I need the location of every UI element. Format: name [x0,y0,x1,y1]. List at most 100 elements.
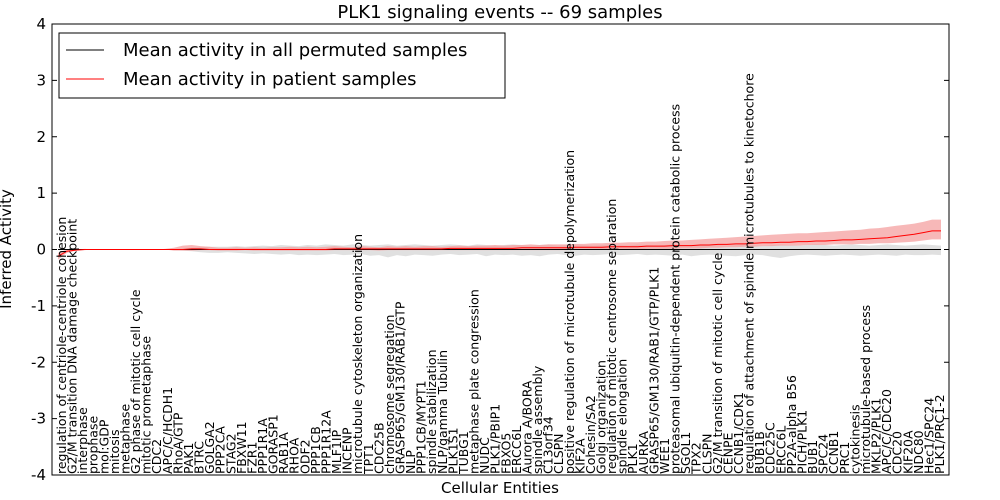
y-tick-label: -3 [31,410,46,428]
entity-label: Golgi organization [594,360,609,474]
series-lines [57,230,941,257]
x-axis-label: Cellular Entities [441,479,559,497]
y-axis-ticks: -4 -3 -2 -1 0 1 2 3 4 [31,15,949,484]
entity-label: NLP/gamma Tubulin [435,350,450,474]
entity-label: CDC2 [149,439,164,474]
entity-label: MKLP2/PLK1 [869,398,884,474]
entity-label: spindle elongation [615,359,630,474]
entity-label: CLSPN [551,433,566,474]
entity-label: PPP1CB [308,426,323,474]
entity-label: G2 phase of mitotic cell cycle [128,289,143,474]
entity-label: RhoA/GTP [170,412,185,474]
entity-label: TUBG1 [456,431,471,475]
entity-label: PICH/PLK1 [795,410,810,474]
entity-label: positive regulation of microtubule depol… [562,150,577,474]
entity-label: NUDC [477,437,492,474]
entity-label: STAG2 [223,433,238,474]
entity-label: regulation of centriole-centriole cohesi… [54,217,69,474]
entity-label: PLK1/PBIP1 [488,404,503,474]
entity-label: Hec1/SPC24 [921,398,936,474]
entity-label: CDC20 [890,431,905,474]
legend-label-permuted: Mean activity in all permuted samples [123,40,467,61]
entity-label: prophase [86,416,101,474]
entity-label: PPP1R1A [255,418,270,474]
entity-label: GRASP65/GM130/RAB1/GTP/PLK1 [646,267,661,474]
entity-label: CDC25B [371,422,386,474]
entity-label: mitosis [107,429,122,474]
entity-label: microtubule-based process [858,305,873,474]
entity-label: RAB1A [276,432,291,474]
y-tick-label: 0 [36,241,46,259]
entity-label: spindle assembly [530,365,545,474]
entity-label: APC/C/HCDH1 [160,387,175,474]
entity-label: FZR1 [244,442,259,474]
entity-label: CCNB1/CDK1 [731,392,746,474]
entity-label: regulation of mitotic centrosome separat… [604,199,619,474]
entity-label: SPC24 [816,434,831,474]
entity-label: FBXW11 [234,421,249,474]
entity-label: SGOL1 [678,432,693,474]
entity-label: C13orf34 [541,416,556,474]
entity-label: ERCC6L [509,426,524,474]
legend-box [58,32,506,99]
entity-label: cytokinesis [847,404,862,474]
entity-label: PPP1CB/MYPT1 [414,380,429,474]
entity-label: FBXO5 [498,433,513,474]
entity-label: WEE1 [657,438,672,474]
entity-label: G2/M transition of mitotic cell cycle [710,252,725,474]
entity-label: PLK1/PRC1-2 [932,394,947,474]
entity-label: metaphase [118,404,133,474]
entity-label: G2/M transition DNA damage checkpoint [65,219,80,474]
entity-label: BUB1B [752,431,767,474]
entity-label: NLP [403,450,418,474]
entity-label: interphase [75,407,90,474]
legend: Mean activity in all permuted samples Me… [58,32,506,99]
entity-label: PLK1S1 [445,427,460,474]
entity-label: mitotic prometaphase [139,336,154,474]
entity-label: CCNB1 [826,431,841,474]
entity-label: PRC1 [837,442,852,474]
patient-mean-line [57,230,941,257]
entity-label: Cohesin/SA2 [583,395,598,474]
entity-label: KIF2A [572,438,587,474]
chart-title: PLK1 signaling events -- 69 samples [337,2,662,23]
entity-label: INCENP [340,427,355,474]
entity-label: ERCC6L [773,426,788,474]
entity-label: PLK1 [625,443,640,474]
confidence-bands [58,219,941,260]
entity-label: CDC25C [763,422,778,474]
y-axis-label: Inferred Activity [0,189,15,309]
entity-label: metaphase plate congression [467,289,482,474]
entity-label: PP2A-alpha B56 [784,375,799,474]
y-tick-label: -4 [31,466,46,484]
entity-label: mol:GDP [96,419,111,474]
entity-label: regulation of attachment of spindle micr… [742,73,757,474]
y-tick-label: 1 [36,184,46,202]
y-tick-label: -1 [31,297,46,315]
entity-label: MLF1IP [329,429,344,474]
entity-label: RHOA [287,437,302,474]
entity-label: Aurora A/BORA [519,380,534,474]
entity-label: chromosome segregation [382,315,397,474]
entity-label: GORASP1 [266,414,281,474]
entity-label: microtubule cytoskeleton organization [350,234,365,474]
entity-label: PPP2CA [213,426,228,474]
y-tick-label: 4 [36,15,46,33]
entity-label: TPX2 [689,442,704,475]
entity-label: PAK1 [181,443,196,474]
entity-label: BTRC [192,441,207,474]
entity-label: ODF2 [297,439,312,474]
entity-label: AURKA [636,431,651,474]
y-tick-label: 2 [36,128,46,146]
entity-label: proteasomal ubiquitin-dependent protein … [668,104,683,474]
entity-labels: regulation of centriole-centriole cohesi… [54,73,947,475]
y-tick-label: 3 [36,71,46,89]
entity-label: NDC80 [911,430,926,474]
entity-label: APC/C/CDC20 [879,389,894,474]
entity-label: PPP1R12A [319,410,334,474]
entity-label: GOLGA2 [202,421,217,474]
entity-label: CLSPN [699,433,714,474]
entity-label: KIF20A [900,430,915,474]
entity-label: CENPE [720,432,735,474]
